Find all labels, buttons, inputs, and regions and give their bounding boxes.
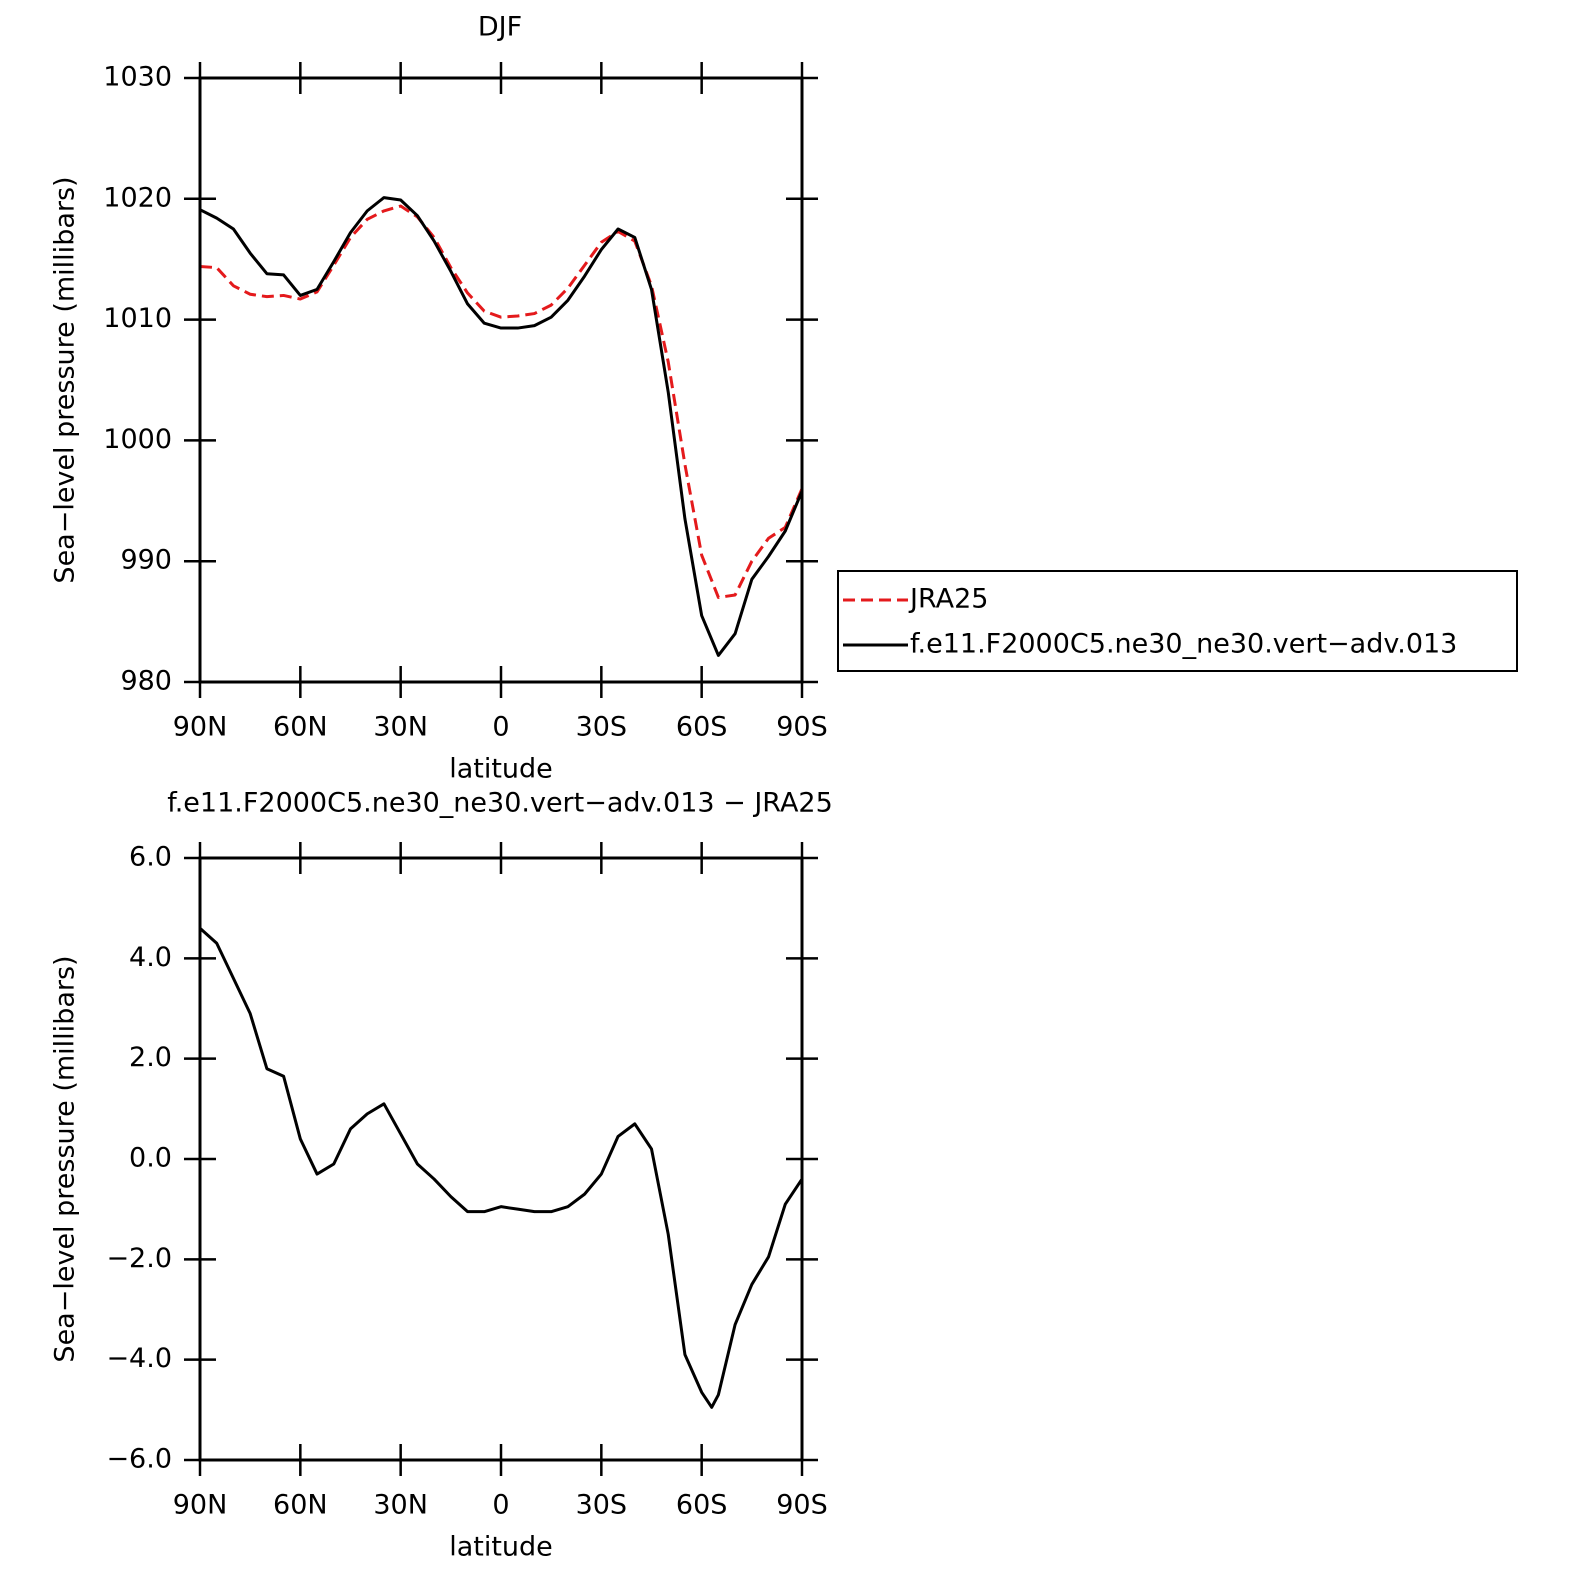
chart-title: f.e11.F2000C5.ne30_ne30.vert−adv.013 − J… xyxy=(167,788,833,819)
x-tick-label: 90S xyxy=(776,712,828,743)
panel: f.e11.F2000C5.ne30_ne30.vert−adv.013 − J… xyxy=(50,788,833,1563)
panel: DJF latitude Sea−level pressure (millibars… xyxy=(50,12,1518,785)
y-tick-label: 0.0 xyxy=(129,1143,172,1174)
x-tick-label: 0 xyxy=(492,1490,509,1521)
data-line xyxy=(198,927,804,1409)
y-tick-label: −2.0 xyxy=(106,1243,172,1274)
x-tick-label: 60S xyxy=(676,1490,728,1521)
y-tick-label: 980 xyxy=(120,666,172,697)
chart-title: DJF xyxy=(478,12,522,43)
y-tick-label: 1000 xyxy=(103,424,172,455)
x-tick-label: 60N xyxy=(273,1490,328,1521)
x-tick-label: 90N xyxy=(173,712,228,743)
legend-label: JRA25 xyxy=(908,584,988,615)
y-axis-label: Sea−level pressure (millibars) xyxy=(50,176,81,583)
y-tick-label: 6.0 xyxy=(129,842,172,873)
x-tick-label: 30S xyxy=(576,1490,628,1521)
x-tick-label: 30S xyxy=(576,712,628,743)
y-tick-label: −4.0 xyxy=(106,1343,172,1374)
data-line xyxy=(199,196,804,657)
x-axis-label: latitude xyxy=(449,754,553,785)
plot-frame xyxy=(198,856,804,1462)
y-tick-label: 1030 xyxy=(103,62,172,93)
x-tick-label: 30N xyxy=(373,712,428,743)
y-tick-label: 1020 xyxy=(103,182,172,213)
legend: JRA25 f.e11.F2000C5.ne30_ne30.vert−adv.01… xyxy=(837,570,1518,672)
x-tick-label: 30N xyxy=(373,1490,428,1521)
y-tick-label: 1010 xyxy=(103,303,172,334)
data-line xyxy=(199,204,804,599)
x-tick-label: 60N xyxy=(273,712,328,743)
x-axis-label: latitude xyxy=(449,1532,553,1563)
legend-box xyxy=(837,570,1518,672)
y-axis-label: Sea−level pressure (millibars) xyxy=(50,955,81,1362)
y-tick-label: −6.0 xyxy=(106,1444,172,1475)
y-tick-label: 990 xyxy=(120,545,172,576)
x-tick-label: 90S xyxy=(776,1490,828,1521)
legend-label: f.e11.F2000C5.ne30_ne30.vert−adv.013 xyxy=(910,629,1457,660)
y-tick-label: 4.0 xyxy=(129,942,172,973)
x-tick-label: 0 xyxy=(492,712,509,743)
x-tick-label: 60S xyxy=(676,712,728,743)
x-tick-label: 90N xyxy=(173,1490,228,1521)
y-tick-label: 2.0 xyxy=(129,1042,172,1073)
plot-frame xyxy=(198,76,804,684)
